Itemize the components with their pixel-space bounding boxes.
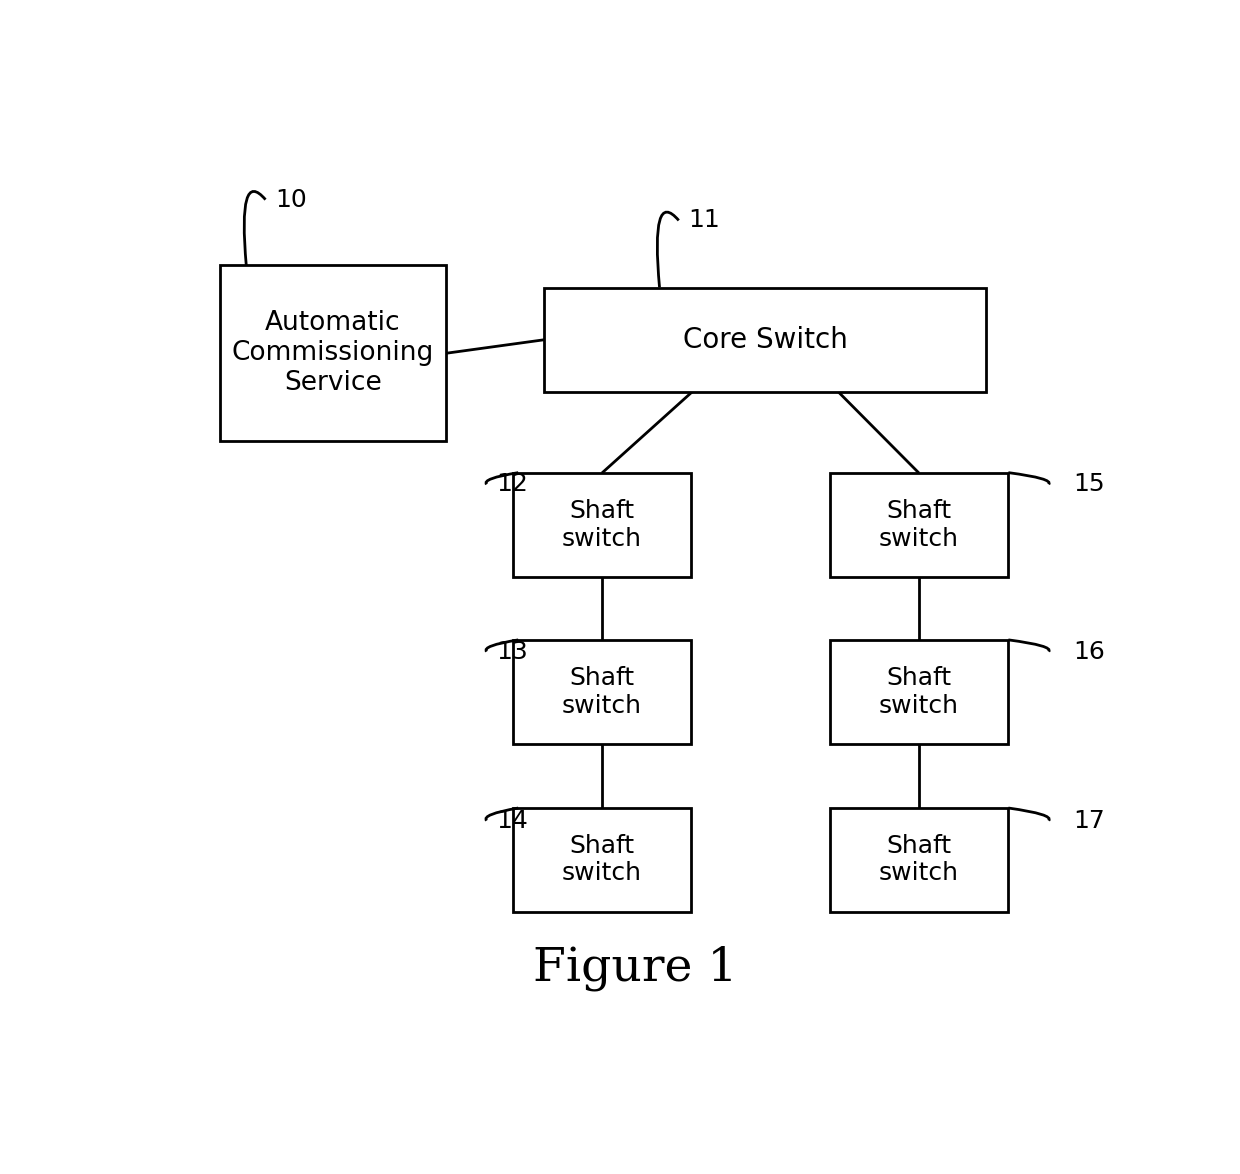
- Text: 17: 17: [1073, 809, 1105, 832]
- Bar: [830, 473, 1008, 578]
- Bar: [513, 473, 691, 578]
- Text: 12: 12: [496, 472, 528, 497]
- Text: Core Switch: Core Switch: [683, 325, 848, 353]
- Bar: [513, 640, 691, 744]
- Text: Shaft
switch: Shaft switch: [879, 834, 959, 885]
- Bar: [830, 808, 1008, 911]
- Text: Shaft
switch: Shaft switch: [879, 499, 959, 551]
- Text: Figure 1: Figure 1: [533, 945, 738, 991]
- Text: 11: 11: [688, 209, 720, 232]
- Text: 16: 16: [1073, 640, 1105, 663]
- Bar: [513, 808, 691, 911]
- Text: 10: 10: [275, 188, 306, 211]
- Bar: [544, 288, 986, 392]
- Text: 14: 14: [496, 809, 528, 832]
- Text: Shaft
switch: Shaft switch: [562, 499, 642, 551]
- Bar: [830, 640, 1008, 744]
- Text: Automatic
Commissioning
Service: Automatic Commissioning Service: [232, 310, 434, 397]
- Text: 13: 13: [496, 640, 528, 663]
- Text: Shaft
switch: Shaft switch: [562, 667, 642, 718]
- Text: Shaft
switch: Shaft switch: [562, 834, 642, 885]
- Text: 15: 15: [1073, 472, 1105, 497]
- Text: Shaft
switch: Shaft switch: [879, 667, 959, 718]
- Bar: [219, 265, 445, 441]
